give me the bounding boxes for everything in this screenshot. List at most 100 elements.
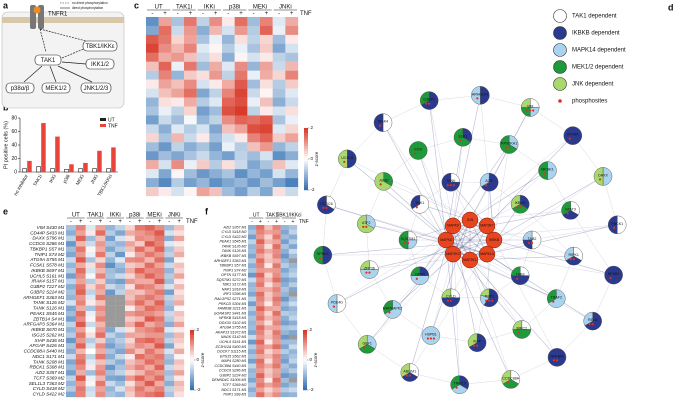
heatmap-cell	[248, 296, 257, 302]
sign-label: -	[109, 219, 111, 225]
heatmap-cell	[256, 339, 265, 345]
heatmap-cell	[248, 373, 257, 379]
heatmap-cell	[260, 34, 273, 44]
node-label: JUND	[379, 178, 389, 182]
pie-slice	[420, 91, 430, 106]
heatmap-cell	[95, 251, 106, 258]
heatmap-cell	[134, 337, 145, 344]
heatmap-cell	[256, 325, 265, 331]
heatmap-cell	[171, 43, 185, 53]
row-label: ZBTB14 S4 M1	[32, 316, 65, 321]
heatmap-cell	[115, 370, 126, 376]
heatmap-cell	[184, 52, 197, 62]
heatmap-cell	[171, 70, 185, 80]
row-label: CYLD S418 M2	[33, 386, 65, 391]
edge	[469, 170, 548, 221]
row-label: TBK1 S172 M1	[222, 283, 246, 287]
edge	[369, 239, 495, 270]
heatmap-cell	[154, 268, 165, 274]
heatmap-cell	[234, 79, 248, 89]
edge	[493, 176, 604, 241]
heatmap-cell	[272, 253, 281, 259]
heatmap-cell	[164, 257, 175, 263]
heatmap-cell	[288, 306, 298, 312]
heatmap-cell	[134, 348, 145, 355]
heatmap-cell	[174, 251, 185, 258]
row-label: UCHL5 S161 M1	[30, 273, 65, 278]
heatmap-cell	[66, 380, 76, 387]
heatmap-cell	[272, 354, 281, 359]
heatmap-cell	[196, 115, 210, 125]
edge	[452, 225, 523, 330]
heatmap-cell	[285, 88, 299, 98]
heatmap-cell	[164, 268, 175, 274]
heatmap-cell	[196, 133, 210, 143]
heatmap-cell	[209, 34, 223, 44]
heatmap-cell	[280, 382, 289, 388]
heatmap-cell	[95, 348, 106, 355]
colorbar-step	[304, 128, 308, 131]
heatmap-cell	[154, 348, 165, 355]
phosphosite-dot	[472, 344, 476, 347]
row-label: IRAK4 S157 M1	[32, 279, 65, 284]
node-label: SQSTM1	[401, 237, 416, 241]
row-label: CD44P S433 M1	[30, 230, 65, 235]
heatmap-cell	[75, 311, 86, 317]
colorbar-step	[304, 140, 308, 144]
sign-label: -	[168, 219, 170, 225]
heatmap-cell	[174, 375, 185, 382]
heatmap-cell	[256, 229, 265, 235]
heatmap-cell	[184, 133, 197, 143]
phosphosite-dot	[476, 97, 479, 100]
heatmap-cell	[154, 300, 165, 306]
heatmap-cell	[209, 133, 223, 143]
heatmap-cell	[171, 124, 185, 134]
edge	[486, 224, 618, 255]
heatmap-cell	[75, 375, 86, 382]
heatmap-cell	[171, 142, 185, 152]
heatmap-cell	[247, 142, 261, 152]
colorbar-tick-label: -2	[197, 387, 201, 392]
phosphosite-dot	[432, 337, 436, 340]
heatmap-cell	[247, 52, 261, 62]
heatmap-cell	[280, 311, 289, 316]
heatmap-cell	[264, 282, 273, 288]
colorbar-step	[304, 184, 308, 188]
heatmap-cell	[256, 387, 265, 393]
heatmap-cell	[174, 241, 185, 247]
heatmap-cell	[105, 294, 116, 301]
heatmap-cell	[184, 43, 197, 53]
legend-marker	[558, 99, 562, 103]
heatmap-cell	[222, 97, 235, 107]
heatmap-cell	[125, 348, 135, 355]
row-label: TANK S126 M1	[222, 249, 247, 253]
heatmap-cell	[285, 178, 299, 188]
panel-label: e	[3, 206, 8, 216]
heatmap-cell	[272, 392, 281, 398]
heatmap-cell	[256, 344, 265, 350]
heatmap-cell	[256, 258, 265, 264]
edge	[382, 122, 454, 255]
heatmap-cell	[184, 97, 197, 107]
heatmap-cell	[288, 296, 298, 302]
heatmap-cell	[222, 124, 235, 134]
heatmap-cell	[174, 370, 185, 376]
colorbar-step	[303, 370, 307, 373]
heatmap-cell	[85, 284, 96, 290]
heatmap-cell	[234, 178, 248, 188]
phosphosite-dot	[428, 102, 431, 105]
heatmap-cell	[125, 327, 135, 333]
node-label: ZFP36	[364, 267, 375, 271]
heatmap-cell	[260, 25, 273, 36]
row-label: CYLD S422 M2	[33, 392, 65, 397]
colorbar-step	[190, 340, 194, 343]
colorbar-step	[304, 130, 308, 134]
heatmap-cell	[154, 241, 165, 247]
heatmap-cell	[260, 70, 273, 80]
heatmap-cell	[144, 278, 155, 285]
heatmap-cell	[234, 106, 248, 116]
heatmap-cell	[144, 375, 155, 382]
heatmap-cell	[75, 327, 86, 333]
heatmap-cell	[264, 349, 273, 355]
heatmap-cell	[115, 294, 126, 301]
